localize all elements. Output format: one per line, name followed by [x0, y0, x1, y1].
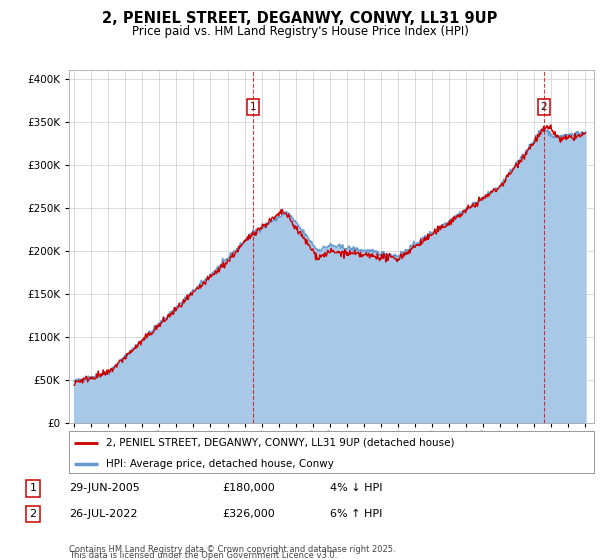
Text: HPI: Average price, detached house, Conwy: HPI: Average price, detached house, Conw… [106, 459, 334, 469]
Text: 2: 2 [541, 102, 547, 112]
Text: Contains HM Land Registry data © Crown copyright and database right 2025.: Contains HM Land Registry data © Crown c… [69, 545, 395, 554]
Text: 29-JUN-2005: 29-JUN-2005 [69, 483, 140, 493]
Text: £180,000: £180,000 [222, 483, 275, 493]
Text: 2, PENIEL STREET, DEGANWY, CONWY, LL31 9UP (detached house): 2, PENIEL STREET, DEGANWY, CONWY, LL31 9… [106, 438, 454, 448]
Text: 4% ↓ HPI: 4% ↓ HPI [330, 483, 383, 493]
Text: 6% ↑ HPI: 6% ↑ HPI [330, 509, 382, 519]
Text: This data is licensed under the Open Government Licence v3.0.: This data is licensed under the Open Gov… [69, 551, 337, 560]
Text: 2, PENIEL STREET, DEGANWY, CONWY, LL31 9UP: 2, PENIEL STREET, DEGANWY, CONWY, LL31 9… [103, 11, 497, 26]
Text: 1: 1 [29, 483, 37, 493]
Text: 26-JUL-2022: 26-JUL-2022 [69, 509, 137, 519]
Text: 1: 1 [250, 102, 256, 112]
Text: Price paid vs. HM Land Registry's House Price Index (HPI): Price paid vs. HM Land Registry's House … [131, 25, 469, 38]
Text: £326,000: £326,000 [222, 509, 275, 519]
Text: 2: 2 [29, 509, 37, 519]
